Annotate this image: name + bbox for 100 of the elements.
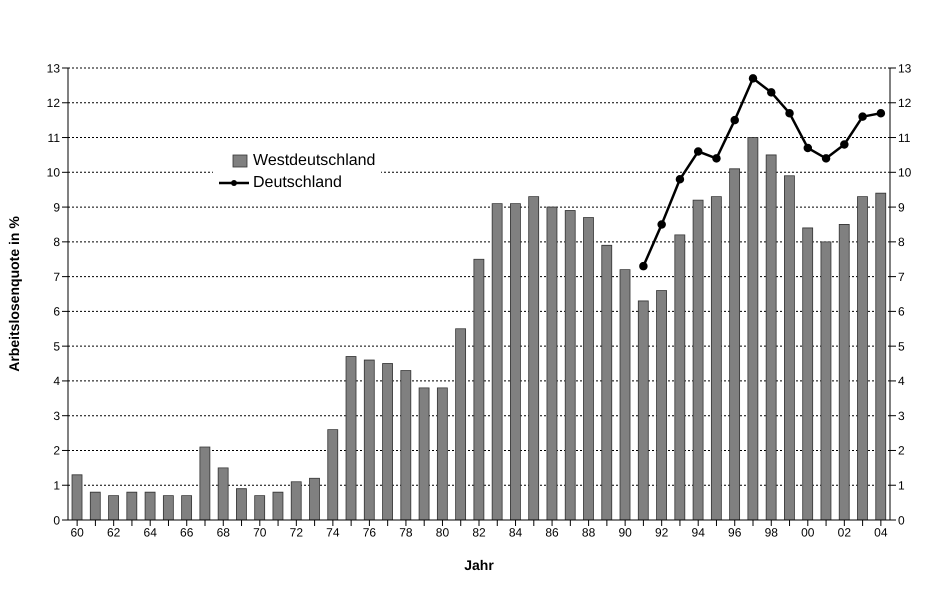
bar xyxy=(418,387,430,520)
x-tick-label: 82 xyxy=(472,526,486,540)
legend-label: Westdeutschland xyxy=(253,151,376,171)
x-tick-label: 60 xyxy=(70,526,84,540)
x-tick-label: 96 xyxy=(728,526,742,540)
y2-tick-label: 13 xyxy=(898,61,912,76)
x-tick-label: 78 xyxy=(399,526,413,540)
bar xyxy=(492,203,503,520)
x-tick-label: 76 xyxy=(362,526,376,540)
bar xyxy=(382,363,393,520)
y-tick-label: 2 xyxy=(53,444,60,458)
y-tick-label: 3 xyxy=(53,408,60,423)
bar xyxy=(620,269,630,520)
x-tick-label: 74 xyxy=(326,526,340,540)
y2-tick-label: 4 xyxy=(898,374,905,388)
point xyxy=(876,108,886,118)
y2-tick-label: 2 xyxy=(898,444,905,458)
y2-tick-label: 0 xyxy=(898,513,905,528)
bar xyxy=(144,492,156,520)
x-tick-label: 98 xyxy=(764,526,778,540)
bar xyxy=(236,488,247,520)
x-tick-label: 90 xyxy=(618,526,632,540)
x-tick-label: 62 xyxy=(106,526,121,540)
bar xyxy=(455,328,466,520)
point xyxy=(767,88,776,97)
bar xyxy=(875,192,886,520)
x-tick-label: 68 xyxy=(216,526,230,540)
y2-tick-label: 7 xyxy=(898,270,905,284)
y-tick-label: 1 xyxy=(53,478,60,492)
point xyxy=(748,74,758,83)
bar xyxy=(108,495,119,520)
y-tick-label: 4 xyxy=(53,374,60,388)
bar xyxy=(838,224,850,520)
y2-tick-label: 6 xyxy=(898,304,905,319)
bar xyxy=(254,495,266,520)
bar xyxy=(290,481,302,520)
bar xyxy=(747,137,758,520)
point xyxy=(804,144,812,152)
x-tick-label: 84 xyxy=(508,526,523,540)
bar xyxy=(162,495,174,520)
point xyxy=(822,154,830,163)
x-tick-label: 04 xyxy=(874,526,888,540)
point xyxy=(730,116,739,124)
y2-tick-label: 9 xyxy=(898,200,905,214)
y-tick-label: 13 xyxy=(46,61,60,76)
x-tick-label: 70 xyxy=(253,526,267,540)
bar xyxy=(729,168,740,520)
point xyxy=(785,108,794,118)
bar xyxy=(674,234,686,520)
x-tick-label: 92 xyxy=(654,526,669,540)
bar xyxy=(766,154,777,520)
bar xyxy=(601,244,612,520)
bar xyxy=(802,228,814,520)
bar xyxy=(199,446,210,520)
y-tick-label: 8 xyxy=(53,235,60,250)
y-tick-label: 0 xyxy=(53,513,60,528)
y-tick-label: 12 xyxy=(46,96,60,110)
bar xyxy=(510,203,521,520)
x-tick-label: 02 xyxy=(838,526,852,540)
bar xyxy=(528,196,540,520)
x-tick-label: 80 xyxy=(436,526,450,540)
y2-tick-label: 1 xyxy=(898,478,905,492)
x-tick-label: 86 xyxy=(545,526,560,540)
bar xyxy=(126,492,138,520)
y-tick-label: 7 xyxy=(53,270,60,284)
x-tick-label: 64 xyxy=(144,526,158,540)
bar xyxy=(309,478,320,520)
x-axis-title: Jahr xyxy=(464,557,494,573)
y2-tick-label: 5 xyxy=(898,339,905,354)
bar xyxy=(346,356,356,520)
point xyxy=(676,175,684,184)
bar xyxy=(583,217,594,520)
bar xyxy=(820,241,832,520)
bar xyxy=(638,300,649,520)
point xyxy=(657,220,666,229)
bar xyxy=(90,492,101,520)
y2-tick-label: 11 xyxy=(898,130,911,145)
x-tick-label: 88 xyxy=(582,526,596,540)
bar xyxy=(364,360,375,520)
legend-label: Deutschland xyxy=(253,173,342,193)
bar xyxy=(400,370,412,520)
bar xyxy=(473,258,484,520)
bar xyxy=(218,467,229,520)
bar xyxy=(436,387,448,520)
y-tick-label: 10 xyxy=(46,166,60,180)
bar xyxy=(857,196,868,520)
y2-tick-label: 8 xyxy=(898,235,905,250)
point xyxy=(639,262,648,270)
x-tick-label: 00 xyxy=(801,526,815,540)
bar xyxy=(546,206,558,520)
x-tick-label: 72 xyxy=(290,526,304,540)
bar xyxy=(72,474,82,520)
y-tick-label: 9 xyxy=(53,200,60,214)
point xyxy=(858,112,867,121)
point xyxy=(840,140,849,149)
x-tick-label: 94 xyxy=(692,526,706,540)
y2-tick-label: 3 xyxy=(898,408,905,423)
y2-tick-label: 12 xyxy=(898,96,912,110)
bar xyxy=(272,492,284,520)
bar xyxy=(692,200,704,520)
